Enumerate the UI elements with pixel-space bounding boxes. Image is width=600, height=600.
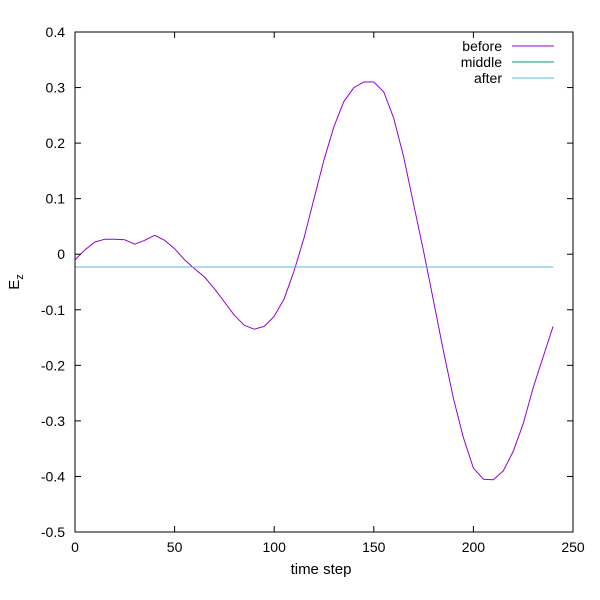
y-tick-label: -0.5 <box>41 524 65 540</box>
legend-label-middle: middle <box>461 54 502 70</box>
y-axis-label-main: E <box>6 280 23 290</box>
x-tick-label: 100 <box>263 539 287 555</box>
x-tick-label: 250 <box>561 539 585 555</box>
plot-frame <box>74 31 574 533</box>
y-tick-label: -0.1 <box>41 302 65 318</box>
y-tick-label: -0.2 <box>41 357 65 373</box>
legend-label-before: before <box>462 38 502 54</box>
y-tick-label: 0.1 <box>46 191 66 207</box>
x-tick-label: 200 <box>462 539 486 555</box>
x-tick-label: 0 <box>71 539 79 555</box>
y-tick-label: -0.3 <box>41 413 65 429</box>
y-axis-label-subscript: z <box>14 274 26 280</box>
y-tick-label: -0.4 <box>41 468 65 484</box>
series-line-before <box>74 81 554 481</box>
ticks-layer: 0 50 100 150 200 250 -0.5 -0.4 -0.3 -0.2 -0.1 0 0.1 0… <box>41 24 585 555</box>
y-tick-label: 0.3 <box>46 80 66 96</box>
y-tick-label: 0.2 <box>46 135 66 151</box>
y-tick-label: 0 <box>57 246 65 262</box>
y-axis-label: Ez <box>6 274 26 290</box>
legend-label-after: after <box>474 70 502 86</box>
x-tick-label: 50 <box>167 539 183 555</box>
x-tick-label: 150 <box>362 539 386 555</box>
series-layer <box>74 81 554 481</box>
y-tick-label: 0.4 <box>46 24 66 40</box>
x-axis-label: time step <box>291 561 352 578</box>
